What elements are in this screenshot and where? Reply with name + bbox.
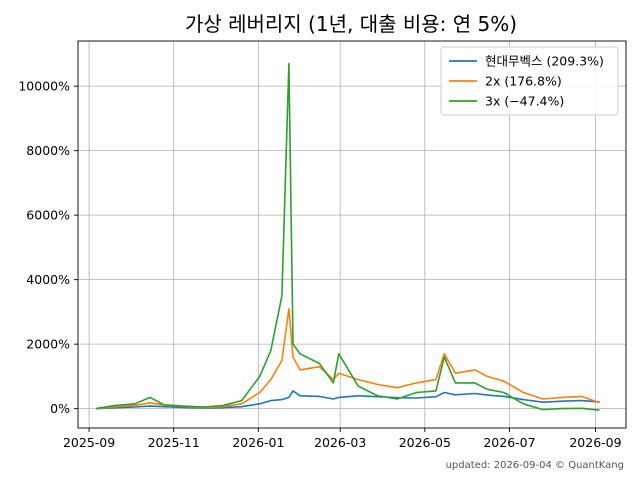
series-line-1 bbox=[95, 390, 600, 410]
x-tick-label: 2025-11 bbox=[148, 435, 200, 450]
y-tick-label: 6000% bbox=[26, 208, 70, 223]
y-tick-label: 10000% bbox=[18, 79, 70, 94]
series-line-2 bbox=[95, 307, 600, 410]
y-tick-label: 8000% bbox=[26, 143, 70, 158]
footer-note: updated: 2026-09-04 © QuantKang bbox=[446, 460, 624, 471]
x-tick-label: 2026-03 bbox=[314, 435, 366, 450]
y-tick-label: 4000% bbox=[26, 272, 70, 287]
legend-entry-label: 현대무벡스 (209.3%) bbox=[485, 54, 604, 69]
axes-frame bbox=[77, 40, 627, 429]
x-tick-label: 2026-01 bbox=[232, 435, 284, 450]
legend-entry-label: 2x (176.8%) bbox=[485, 74, 562, 89]
series-line-3 bbox=[95, 62, 600, 411]
legend-entry-label: 3x (−47.4%) bbox=[485, 94, 564, 109]
y-tick-label: 0% bbox=[50, 401, 70, 416]
chart-title: 가상 레버리지 (1년, 대출 비용: 연 5%) bbox=[185, 12, 517, 36]
x-tick-label: 2026-07 bbox=[483, 435, 535, 450]
y-tick-label: 2000% bbox=[26, 337, 70, 352]
x-tick-label: 2026-09 bbox=[569, 435, 621, 450]
x-tick-label: 2026-05 bbox=[399, 435, 451, 450]
legend-box bbox=[440, 46, 619, 116]
x-tick-label: 2025-09 bbox=[63, 435, 115, 450]
legend: 현대무벡스 (209.3%) 2x (176.8%) 3x (−47.4%) bbox=[440, 46, 619, 116]
